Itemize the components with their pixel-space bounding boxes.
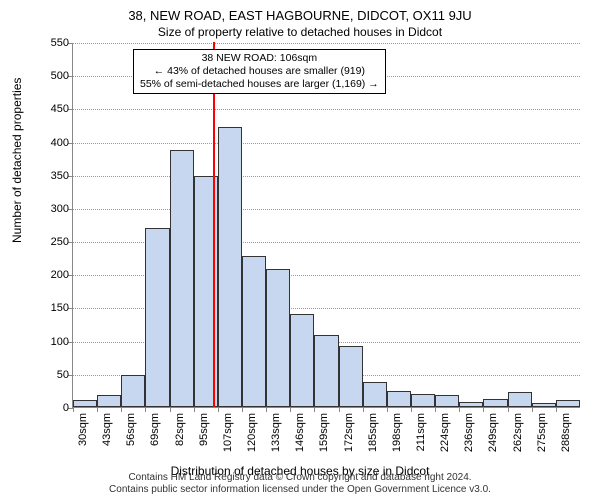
xtick-mark — [97, 407, 98, 412]
xtick-mark — [483, 407, 484, 412]
histogram-bar — [73, 400, 97, 407]
xtick-label: 30sqm — [77, 413, 89, 446]
gridline — [73, 176, 580, 177]
gridline — [73, 109, 580, 110]
xtick-mark — [556, 407, 557, 412]
xtick-label: 43sqm — [101, 413, 113, 446]
histogram-bar — [170, 150, 194, 407]
histogram-bar — [145, 228, 169, 407]
histogram-bar — [363, 382, 387, 407]
annotation-box: 38 NEW ROAD: 106sqm ← 43% of detached ho… — [133, 49, 386, 94]
xtick-mark — [459, 407, 460, 412]
xtick-mark — [218, 407, 219, 412]
ytick-label: 250 — [51, 236, 73, 248]
ytick-label: 550 — [51, 37, 73, 49]
histogram-bar — [532, 403, 556, 407]
histogram-bar — [242, 256, 266, 407]
xtick-label: 236sqm — [463, 413, 475, 452]
ytick-label: 400 — [51, 137, 73, 149]
xtick-label: 146sqm — [294, 413, 306, 452]
footer-line2: Contains public sector information licen… — [0, 484, 600, 496]
histogram-bar — [314, 335, 338, 407]
xtick-mark — [121, 407, 122, 412]
xtick-label: 262sqm — [512, 413, 524, 452]
histogram-bar — [435, 395, 459, 407]
xtick-label: 107sqm — [222, 413, 234, 452]
highlight-marker — [213, 42, 215, 407]
histogram-bar — [121, 375, 145, 407]
ytick-label: 200 — [51, 269, 73, 281]
xtick-label: 172sqm — [343, 413, 355, 452]
xtick-label: 133sqm — [270, 413, 282, 452]
xtick-label: 159sqm — [318, 413, 330, 452]
xtick-label: 288sqm — [560, 413, 572, 452]
histogram-bar — [266, 269, 290, 407]
ytick-label: 50 — [57, 369, 73, 381]
histogram-bar — [459, 402, 483, 407]
histogram-bar — [387, 391, 411, 407]
ytick-label: 150 — [51, 302, 73, 314]
xtick-mark — [170, 407, 171, 412]
y-axis-label: Number of detached properties — [10, 78, 24, 243]
xtick-mark — [73, 407, 74, 412]
plot-region: 38 NEW ROAD: 106sqm ← 43% of detached ho… — [72, 43, 580, 408]
histogram-bar — [339, 346, 363, 407]
xtick-label: 275sqm — [536, 413, 548, 452]
annotation-larger: 55% of semi-detached houses are larger (… — [140, 78, 379, 91]
histogram-bar — [290, 314, 314, 407]
footer-line1: Contains HM Land Registry data © Crown c… — [0, 472, 600, 484]
gridline — [73, 43, 580, 44]
chart-container: 38, NEW ROAD, EAST HAGBOURNE, DIDCOT, OX… — [0, 0, 600, 500]
xtick-mark — [411, 407, 412, 412]
xtick-mark — [532, 407, 533, 412]
ytick-label: 0 — [63, 402, 73, 414]
xtick-label: 69sqm — [149, 413, 161, 446]
xtick-mark — [290, 407, 291, 412]
chart-title-address: 38, NEW ROAD, EAST HAGBOURNE, DIDCOT, OX… — [10, 8, 590, 23]
xtick-mark — [435, 407, 436, 412]
xtick-label: 120sqm — [246, 413, 258, 452]
xtick-mark — [339, 407, 340, 412]
annotation-title: 38 NEW ROAD: 106sqm — [140, 52, 379, 65]
footer-attribution: Contains HM Land Registry data © Crown c… — [0, 472, 600, 496]
ytick-label: 500 — [51, 70, 73, 82]
histogram-bar — [411, 394, 435, 407]
histogram-bar — [97, 395, 121, 407]
xtick-label: 211sqm — [415, 413, 427, 451]
chart-subtitle: Size of property relative to detached ho… — [10, 25, 590, 39]
xtick-mark — [387, 407, 388, 412]
ytick-label: 300 — [51, 203, 73, 215]
xtick-mark — [242, 407, 243, 412]
xtick-label: 95sqm — [198, 413, 210, 446]
histogram-bar — [483, 399, 507, 407]
xtick-mark — [266, 407, 267, 412]
xtick-label: 185sqm — [367, 413, 379, 452]
chart-area: 38 NEW ROAD: 106sqm ← 43% of detached ho… — [72, 43, 580, 408]
xtick-label: 224sqm — [439, 413, 451, 452]
xtick-label: 82sqm — [174, 413, 186, 446]
ytick-label: 350 — [51, 170, 73, 182]
gridline — [73, 209, 580, 210]
xtick-mark — [363, 407, 364, 412]
xtick-mark — [508, 407, 509, 412]
xtick-label: 56sqm — [125, 413, 137, 446]
ytick-label: 100 — [51, 336, 73, 348]
histogram-bar — [508, 392, 532, 407]
gridline — [73, 143, 580, 144]
xtick-mark — [194, 407, 195, 412]
histogram-bar — [556, 400, 580, 407]
histogram-bar — [218, 127, 242, 407]
xtick-label: 198sqm — [391, 413, 403, 452]
annotation-smaller: ← 43% of detached houses are smaller (91… — [140, 65, 379, 78]
xtick-mark — [145, 407, 146, 412]
ytick-label: 450 — [51, 103, 73, 115]
xtick-mark — [314, 407, 315, 412]
xtick-label: 249sqm — [487, 413, 499, 452]
